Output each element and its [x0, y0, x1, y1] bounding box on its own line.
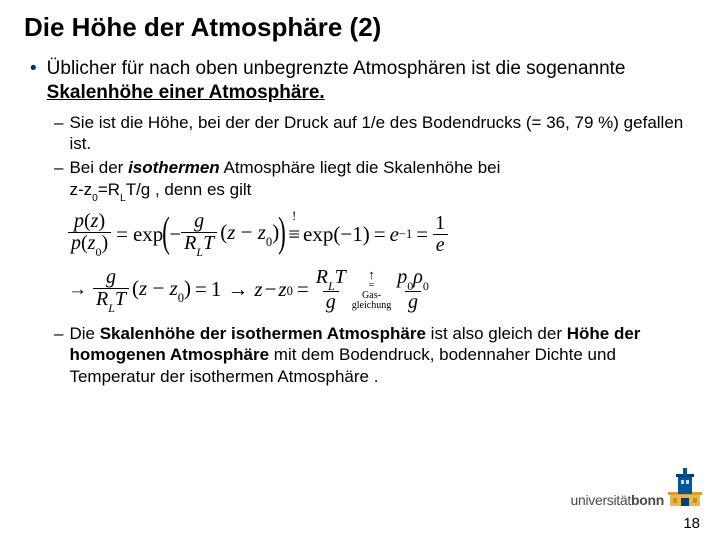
- main-bullet-text: Üblicher für nach oben unbegrenzte Atmos…: [47, 57, 696, 106]
- rparen-icon: ): [278, 217, 286, 251]
- page-number: 18: [683, 515, 700, 532]
- slide-title: Die Höhe der Atmosphäre (2): [24, 12, 696, 43]
- frac-rlt-g: RLT g: [313, 267, 349, 313]
- gas-eqn-label: ↑ = Gas- gleichung: [352, 268, 391, 311]
- sub3-b1: Skalenhöhe der isothermen Atmosphäre: [100, 324, 426, 343]
- university-logo: universitätbonn: [570, 468, 702, 508]
- sub1-text: Sie ist die Höhe, bei der der Druck auf …: [69, 112, 696, 156]
- z-var: z: [254, 277, 262, 302]
- minus2: −: [265, 277, 277, 302]
- sub-bullet-3: – Die Skalenhöhe der isothermen Atmosphä…: [54, 323, 696, 388]
- dash-icon: –: [54, 112, 63, 156]
- sub2-l: L: [120, 193, 126, 204]
- exp-fn2: exp: [303, 222, 333, 247]
- e-sym: e: [390, 222, 399, 247]
- frac-1e: 1 e: [432, 213, 448, 256]
- sub2-z: z-z: [69, 180, 92, 199]
- sub2-r: =R: [98, 180, 120, 199]
- main-bullet: • Üblicher für nach oben unbegrenzte Atm…: [30, 57, 696, 106]
- equation-1: p(z) p(z0) = exp ( − g RLT (z − z0) ) !≡…: [68, 211, 696, 257]
- def-eq: !≡: [288, 222, 300, 247]
- e-exp: −1: [399, 227, 412, 242]
- sub-bullet-2: – Bei der isothermen Atmosphäre liegt di…: [54, 157, 696, 203]
- frac-p0rho0g: p0ρ0 g: [394, 267, 432, 313]
- castle-icon: [668, 468, 702, 508]
- sub3-text: Die Skalenhöhe der isothermen Atmosphäre…: [69, 323, 696, 388]
- equation-block: p(z) p(z0) = exp ( − g RLT (z − z0) ) !≡…: [68, 211, 696, 312]
- sub2-sub0: 0: [92, 193, 98, 204]
- frac-pz: p(z) p(z0): [68, 211, 111, 257]
- frac-g-rlt: g RLT: [181, 211, 217, 257]
- one: 1: [211, 277, 222, 302]
- arrow-icon: →: [68, 279, 87, 301]
- z0-sub: 0: [287, 284, 293, 299]
- sub2-text: Bei der isothermen Atmosphäre liegt die …: [69, 157, 500, 203]
- sub2-iso: isothermen: [128, 158, 220, 177]
- sub3-mid: ist also gleich der: [426, 324, 567, 343]
- lparen-icon: (: [162, 217, 170, 251]
- arrow-icon-2: →: [227, 277, 248, 302]
- z0-var: z: [278, 277, 286, 302]
- bullet-dot: •: [30, 57, 37, 106]
- dash-icon: –: [54, 157, 63, 203]
- sub-bullet-1: – Sie ist die Höhe, bei der der Druck au…: [54, 112, 696, 156]
- dash-icon: –: [54, 323, 63, 388]
- sub2-mid: Atmosphäre liegt die Skalenhöhe bei: [220, 158, 501, 177]
- minus: −: [169, 222, 181, 247]
- eq-sign: =: [116, 222, 128, 247]
- eq-sign5: =: [297, 277, 309, 302]
- eq-sign4: =: [195, 277, 207, 302]
- exp-fn: exp: [133, 222, 163, 247]
- sub2-rest: T/g , denn es gilt: [126, 180, 252, 199]
- eq-sign2: =: [374, 222, 386, 247]
- sub2-pre: Bei der: [69, 158, 128, 177]
- equation-2: → g RLT (z − z0) = 1 → z − z0 = RLT g ↑ …: [68, 267, 696, 313]
- frac-g-rlt-2: g RLT: [93, 267, 129, 313]
- bullet-pre: Üblicher für nach oben unbegrenzte Atmos…: [47, 58, 626, 79]
- bullet-term: Skalenhöhe einer Atmosphäre.: [47, 82, 325, 103]
- logo-text: universitätbonn: [570, 492, 664, 508]
- sub3-pre: Die: [69, 324, 99, 343]
- eq-sign3: =: [416, 222, 428, 247]
